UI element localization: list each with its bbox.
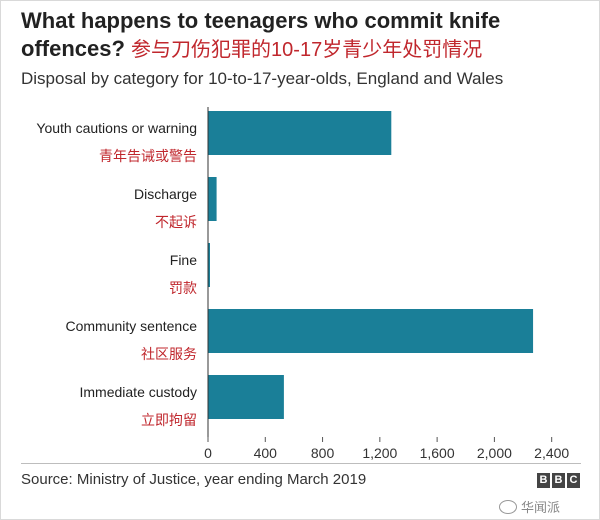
wechat-icon — [499, 499, 517, 514]
bar — [208, 177, 217, 221]
category-label-chinese: 立即拘留 — [141, 413, 197, 429]
watermark: 华闻派 — [499, 497, 560, 516]
title-chinese: 参与刀伤犯罪的10-17岁青少年处罚情况 — [131, 39, 483, 61]
category-label-chinese: 社区服务 — [141, 347, 197, 363]
category-label: Fine — [170, 252, 197, 268]
bar — [208, 309, 534, 353]
category-label: Community sentence — [65, 318, 197, 334]
x-tick-label: 2,000 — [477, 445, 512, 461]
category-label-chinese: 不起诉 — [155, 215, 197, 231]
category-label: Immediate custody — [80, 384, 198, 400]
bar-chart: Youth cautions or warning 青年告诫或警告 Discharg… — [36, 107, 569, 461]
x-tick-label: 400 — [254, 445, 278, 461]
bar — [208, 243, 210, 287]
category-label: Discharge — [134, 186, 197, 202]
x-tick-label: 2,400 — [534, 445, 569, 461]
title-english: What happens to teenagers who commit kni… — [21, 8, 501, 61]
bbc-logo-letter: B — [537, 473, 550, 488]
bbc-logo-letter: C — [567, 473, 580, 488]
category-label-chinese: 青年告诫或警告 — [99, 149, 197, 165]
x-tick-label: 0 — [204, 445, 212, 461]
x-tick-label: 800 — [311, 445, 335, 461]
bbc-logo-letter: B — [552, 473, 565, 488]
chart-subtitle: Disposal by category for 10-to-17-year-o… — [21, 69, 504, 88]
bar — [208, 375, 284, 419]
bbc-logo: B B C — [537, 473, 580, 488]
x-tick-label: 1,600 — [420, 445, 455, 461]
footer-divider — [21, 463, 581, 464]
category-label: Youth cautions or warning — [36, 120, 197, 136]
chart-title: What happens to teenagers who commit kni… — [21, 7, 591, 64]
category-label-chinese: 罚款 — [169, 281, 197, 297]
watermark-text: 华闻派 — [521, 500, 561, 515]
source-note: Source: Ministry of Justice, year ending… — [21, 471, 367, 488]
x-tick-label: 1,200 — [362, 445, 397, 461]
bar — [208, 111, 392, 155]
